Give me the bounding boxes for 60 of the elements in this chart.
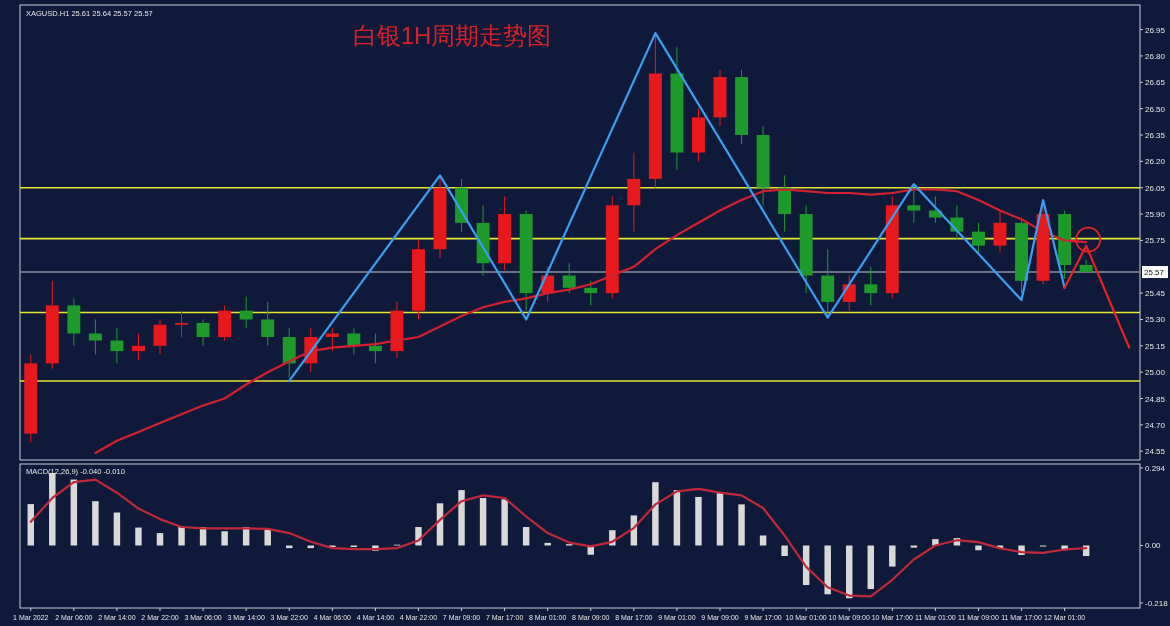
bar bbox=[479, 498, 487, 546]
bar bbox=[286, 545, 293, 549]
y-tick-label: 0.00 bbox=[1145, 541, 1162, 551]
line-series bbox=[29, 478, 1088, 598]
ref-line-label: 25.57 bbox=[1144, 268, 1165, 278]
y-tick-label: 25.90 bbox=[1145, 210, 1166, 220]
candlestick bbox=[153, 318, 167, 356]
y-tick-label: 25.00 bbox=[1145, 368, 1166, 378]
bar bbox=[910, 545, 918, 548]
bar bbox=[975, 545, 982, 551]
candlestick bbox=[993, 210, 1007, 254]
bar bbox=[781, 545, 788, 557]
bar bbox=[759, 535, 767, 546]
candlestick bbox=[196, 318, 210, 347]
y-tick-label: 26.05 bbox=[1145, 183, 1166, 193]
candlestick bbox=[842, 275, 856, 312]
bar bbox=[458, 490, 465, 546]
bar bbox=[738, 504, 745, 546]
y-tick-label: 24.70 bbox=[1145, 420, 1166, 430]
bar bbox=[221, 531, 228, 546]
bar bbox=[264, 529, 271, 546]
candlestick bbox=[562, 262, 576, 294]
candlestick bbox=[368, 333, 382, 364]
y-tick-label: 26.50 bbox=[1145, 104, 1166, 114]
bar bbox=[307, 545, 314, 549]
bar bbox=[135, 527, 142, 546]
bar bbox=[867, 545, 874, 590]
y-tick-label: 25.75 bbox=[1145, 236, 1166, 246]
candlestick bbox=[175, 310, 188, 338]
candlestick bbox=[584, 280, 598, 306]
y-tick-label: 26.20 bbox=[1145, 157, 1166, 167]
bar bbox=[889, 545, 896, 567]
y-tick-label: 26.80 bbox=[1145, 51, 1166, 61]
bar bbox=[92, 501, 99, 546]
candlestick bbox=[132, 333, 145, 361]
candlestick bbox=[261, 301, 275, 347]
bar bbox=[824, 545, 831, 595]
bar bbox=[113, 512, 121, 546]
y-tick-label: -0.218 bbox=[1145, 598, 1169, 608]
candlestick bbox=[110, 327, 124, 364]
candlestick bbox=[239, 296, 253, 329]
y-tick-label: 26.65 bbox=[1145, 78, 1166, 88]
bar bbox=[695, 496, 702, 546]
bar bbox=[178, 526, 185, 546]
bar bbox=[156, 533, 164, 546]
y-tick-label: 25.45 bbox=[1145, 289, 1166, 299]
y-tick-label: 24.55 bbox=[1145, 447, 1166, 457]
candlestick bbox=[88, 318, 102, 356]
y-tick-label: 26.35 bbox=[1145, 131, 1166, 140]
candlestick bbox=[972, 222, 985, 254]
bar bbox=[652, 482, 659, 546]
candlestick bbox=[864, 266, 878, 306]
y-tick-label: 24.85 bbox=[1145, 394, 1166, 404]
y-tick-label: 25.30 bbox=[1145, 315, 1166, 325]
bar bbox=[522, 527, 530, 546]
y-tick-label: 25.15 bbox=[1145, 341, 1166, 351]
y-tick-label: 26.95 bbox=[1145, 25, 1166, 35]
text: 白银1H周期走势图 bbox=[352, 22, 552, 49]
bar bbox=[501, 499, 508, 546]
y-tick-label: 0.294 bbox=[1145, 463, 1166, 473]
